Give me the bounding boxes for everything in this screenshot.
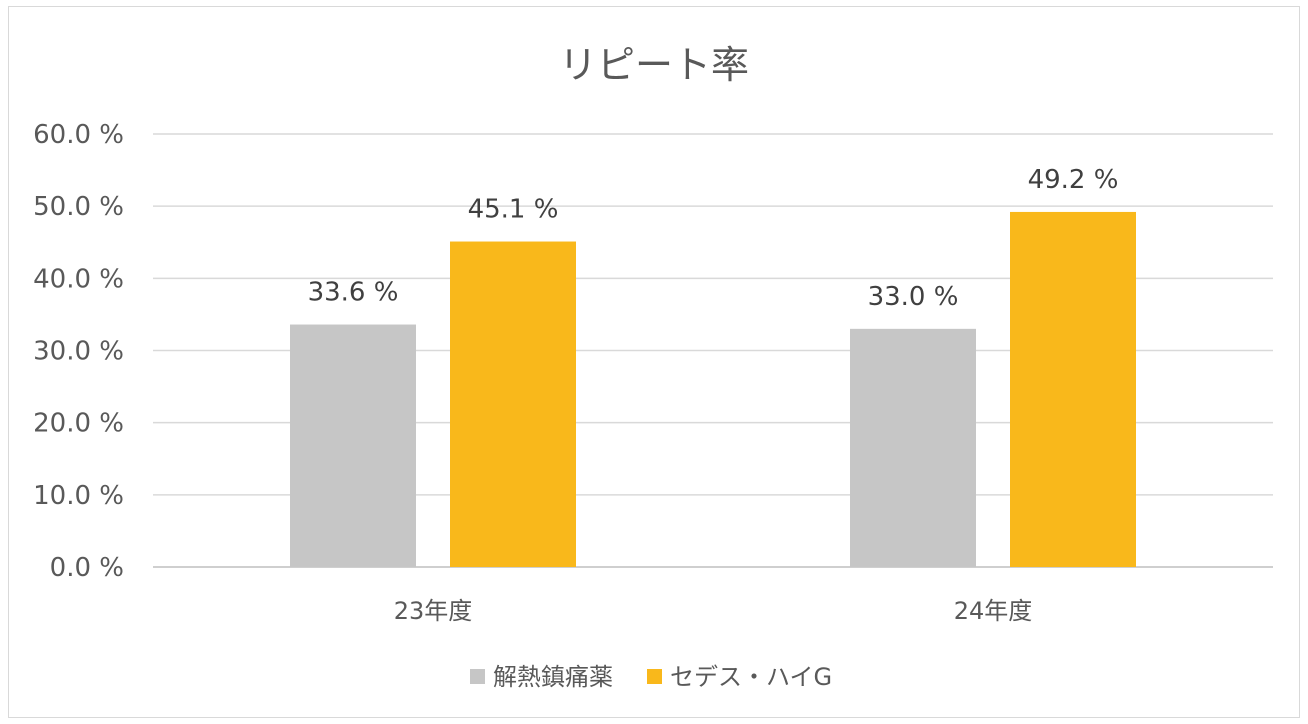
bar — [290, 324, 416, 567]
y-tick-label: 40.0 % — [33, 264, 124, 294]
data-label: 33.0 % — [868, 282, 959, 312]
bar — [850, 328, 976, 567]
y-tick-label: 50.0 % — [33, 192, 124, 222]
legend-label: 解熱鎮痛薬 — [493, 663, 613, 691]
data-label: 49.2 % — [1028, 165, 1119, 195]
legend: 解熱鎮痛薬 セデス・ハイG — [470, 663, 832, 691]
y-tick-label: 10.0 % — [33, 481, 124, 511]
data-label: 45.1 % — [468, 195, 559, 225]
data-label: 33.6 % — [308, 278, 399, 308]
legend-swatch — [647, 669, 662, 684]
bars — [290, 211, 1136, 568]
y-tick-label: 0.0 % — [50, 553, 124, 583]
data-labels: 33.6 % 45.1 % 33.0 % 49.2 % — [308, 165, 1119, 312]
y-tick-label: 30.0 % — [33, 337, 124, 367]
y-tick-label: 20.0 % — [33, 409, 124, 439]
legend-swatch — [470, 669, 485, 684]
y-axis-ticks: 0.0 % 10.0 % 20.0 % 30.0 % 40.0 % 50.0 % 60.0 … — [33, 120, 124, 583]
bar — [450, 241, 576, 568]
x-category-label: 24年度 — [954, 597, 1033, 625]
legend-label: セデス・ハイG — [670, 663, 832, 691]
x-category-label: 23年度 — [394, 597, 473, 625]
chart-title: リピート率 — [559, 43, 749, 87]
x-axis-categories: 23年度 24年度 — [394, 597, 1033, 625]
bar — [1010, 211, 1136, 567]
y-tick-label: 60.0 % — [33, 120, 124, 150]
